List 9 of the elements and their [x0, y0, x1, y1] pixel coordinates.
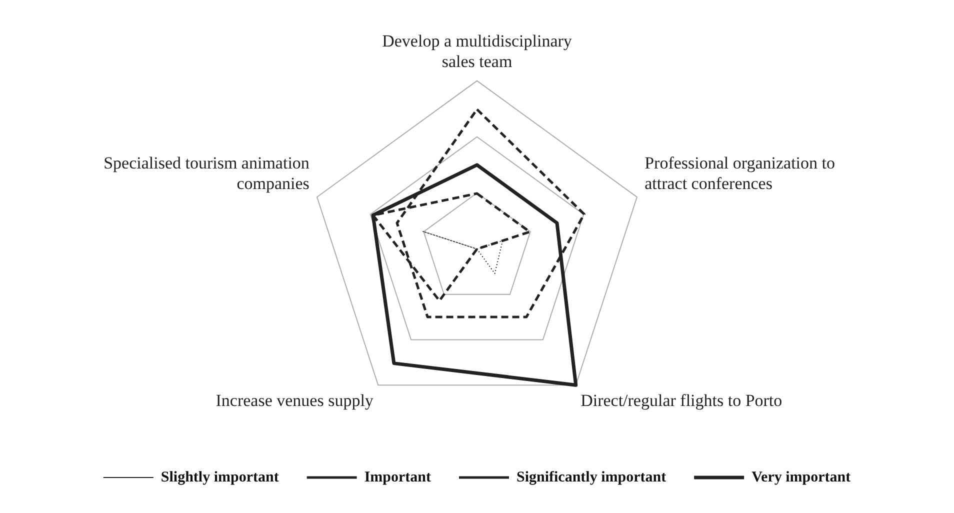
spoke-label: Develop a multidisciplinary sales team	[382, 32, 572, 72]
legend-label: Very important	[752, 469, 851, 486]
spoke-label: Specialised tourism animation companies	[104, 153, 310, 193]
legend-label: Significantly important	[516, 469, 666, 486]
spoke-label: Professional organization to attract conferences	[644, 153, 836, 193]
legend-label: Slightly important	[160, 469, 279, 486]
spoke-label: Direct/regular flights to Porto	[580, 391, 782, 410]
spoke-label: Increase venues supply	[216, 391, 374, 410]
legend-label: Important	[364, 469, 431, 486]
